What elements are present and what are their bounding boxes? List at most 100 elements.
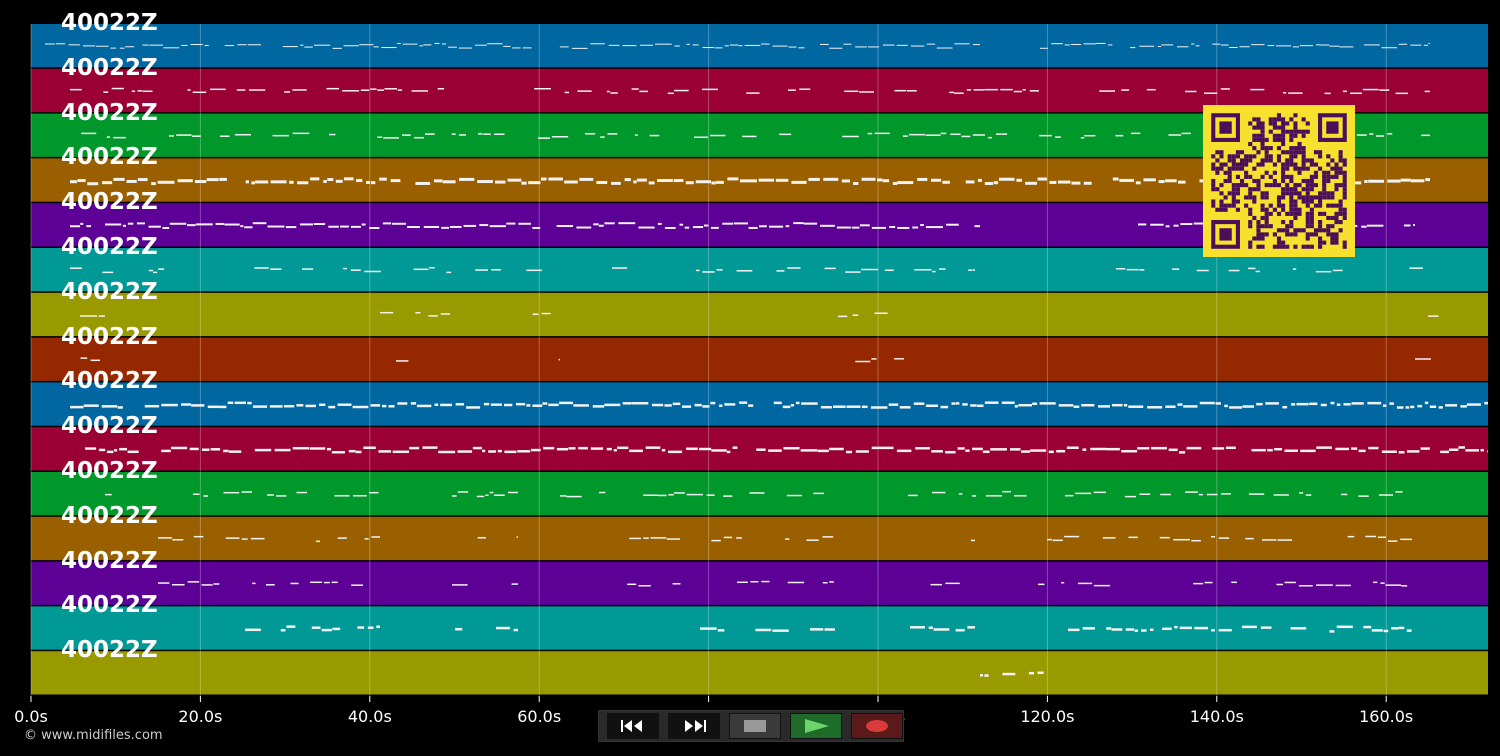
note (382, 404, 387, 408)
note (1423, 44, 1429, 46)
note (664, 404, 672, 407)
note (698, 447, 712, 451)
note (961, 135, 971, 138)
note (245, 628, 261, 632)
note (1368, 446, 1379, 450)
note (668, 450, 683, 454)
note (1193, 222, 1211, 225)
note (877, 178, 883, 182)
note (624, 178, 631, 182)
note (80, 222, 84, 225)
note (392, 222, 406, 225)
note (407, 226, 420, 229)
note (80, 357, 88, 359)
note (1335, 584, 1351, 587)
note (1204, 92, 1218, 94)
note (756, 448, 766, 451)
note (844, 90, 859, 93)
note (1387, 133, 1393, 135)
note (1178, 180, 1186, 184)
note (724, 45, 729, 47)
play-button[interactable] (790, 713, 842, 739)
note (968, 269, 973, 271)
note (304, 46, 313, 48)
note (542, 402, 548, 405)
note (1251, 448, 1266, 452)
note (350, 225, 361, 228)
note (171, 584, 185, 586)
note (1400, 538, 1412, 541)
note (723, 495, 733, 497)
fast-forward-button[interactable] (668, 713, 720, 739)
note (1185, 90, 1197, 93)
note (568, 447, 576, 450)
rewind-button[interactable] (607, 713, 659, 739)
note (334, 495, 350, 497)
note (1440, 450, 1450, 454)
note (106, 450, 114, 454)
record-button[interactable] (851, 713, 903, 739)
stop-button[interactable] (729, 713, 781, 739)
note (1284, 449, 1299, 453)
note (612, 267, 628, 269)
note (859, 91, 874, 93)
note (1013, 90, 1022, 93)
note (1409, 267, 1423, 269)
note (176, 134, 192, 136)
note (775, 178, 789, 182)
note (1371, 629, 1383, 632)
note (1480, 448, 1484, 452)
note (714, 47, 723, 49)
note (955, 402, 960, 405)
note (532, 313, 539, 315)
note (967, 626, 975, 629)
note (590, 43, 605, 45)
note (984, 401, 999, 404)
note (361, 223, 366, 226)
note (203, 495, 209, 497)
tick-label: 20.0s (178, 707, 223, 726)
note (1329, 630, 1335, 633)
note (335, 179, 343, 183)
note (715, 180, 724, 184)
note (942, 180, 950, 184)
note (85, 447, 97, 450)
note (1415, 358, 1431, 360)
note (822, 536, 834, 538)
note (788, 46, 797, 48)
note (364, 538, 369, 540)
note (855, 46, 867, 48)
tick-label: 120.0s (1020, 707, 1075, 726)
note (1212, 43, 1221, 45)
note (798, 47, 805, 49)
note (506, 222, 516, 225)
note (1366, 224, 1384, 227)
note (148, 269, 154, 272)
note (790, 404, 795, 407)
note (440, 313, 450, 315)
note (1332, 269, 1343, 272)
note (119, 447, 127, 451)
record-icon (866, 720, 888, 732)
note (940, 405, 949, 409)
note (413, 268, 429, 271)
note (897, 181, 914, 185)
note (931, 270, 936, 273)
note (352, 405, 369, 409)
note (70, 267, 82, 269)
note (441, 43, 447, 45)
note (1298, 585, 1313, 587)
note (1084, 134, 1096, 137)
note (319, 403, 326, 407)
note (213, 583, 220, 585)
note (1300, 449, 1316, 453)
note (1429, 405, 1437, 408)
note (1215, 402, 1221, 405)
note (1162, 627, 1172, 631)
note (965, 180, 975, 184)
track-label: 40022Z (61, 144, 158, 171)
note (829, 581, 834, 583)
note (45, 43, 55, 45)
note (1021, 450, 1030, 453)
note (251, 181, 255, 185)
